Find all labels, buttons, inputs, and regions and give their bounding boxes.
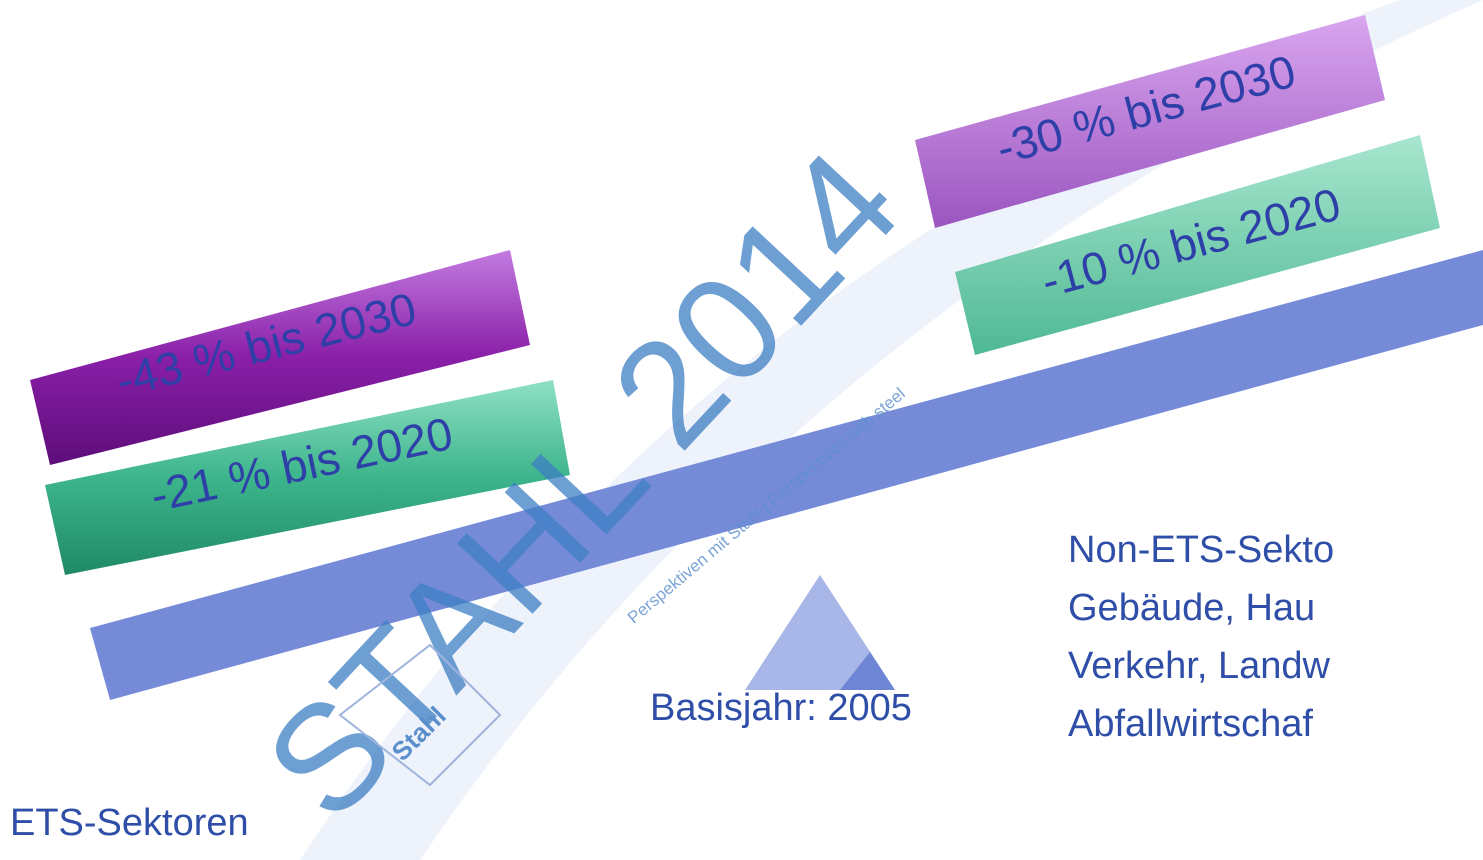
base-year: Basisjahr: 2005 bbox=[650, 687, 912, 729]
non-ets-line: Abfallwirtschaf bbox=[1068, 703, 1313, 745]
non-ets-line: Gebäude, Hau bbox=[1068, 587, 1315, 629]
non-ets-line: Non-ETS-Sekto bbox=[1068, 529, 1334, 571]
slide: -43 % bis 2030 -21 % bis 2020 -30 % bis … bbox=[0, 0, 1483, 860]
non-ets-line: Verkehr, Landw bbox=[1068, 645, 1331, 687]
ets-label: ETS-Sektoren bbox=[10, 802, 249, 844]
page: -43 % bis 2030 -21 % bis 2020 -30 % bis … bbox=[0, 0, 1483, 860]
